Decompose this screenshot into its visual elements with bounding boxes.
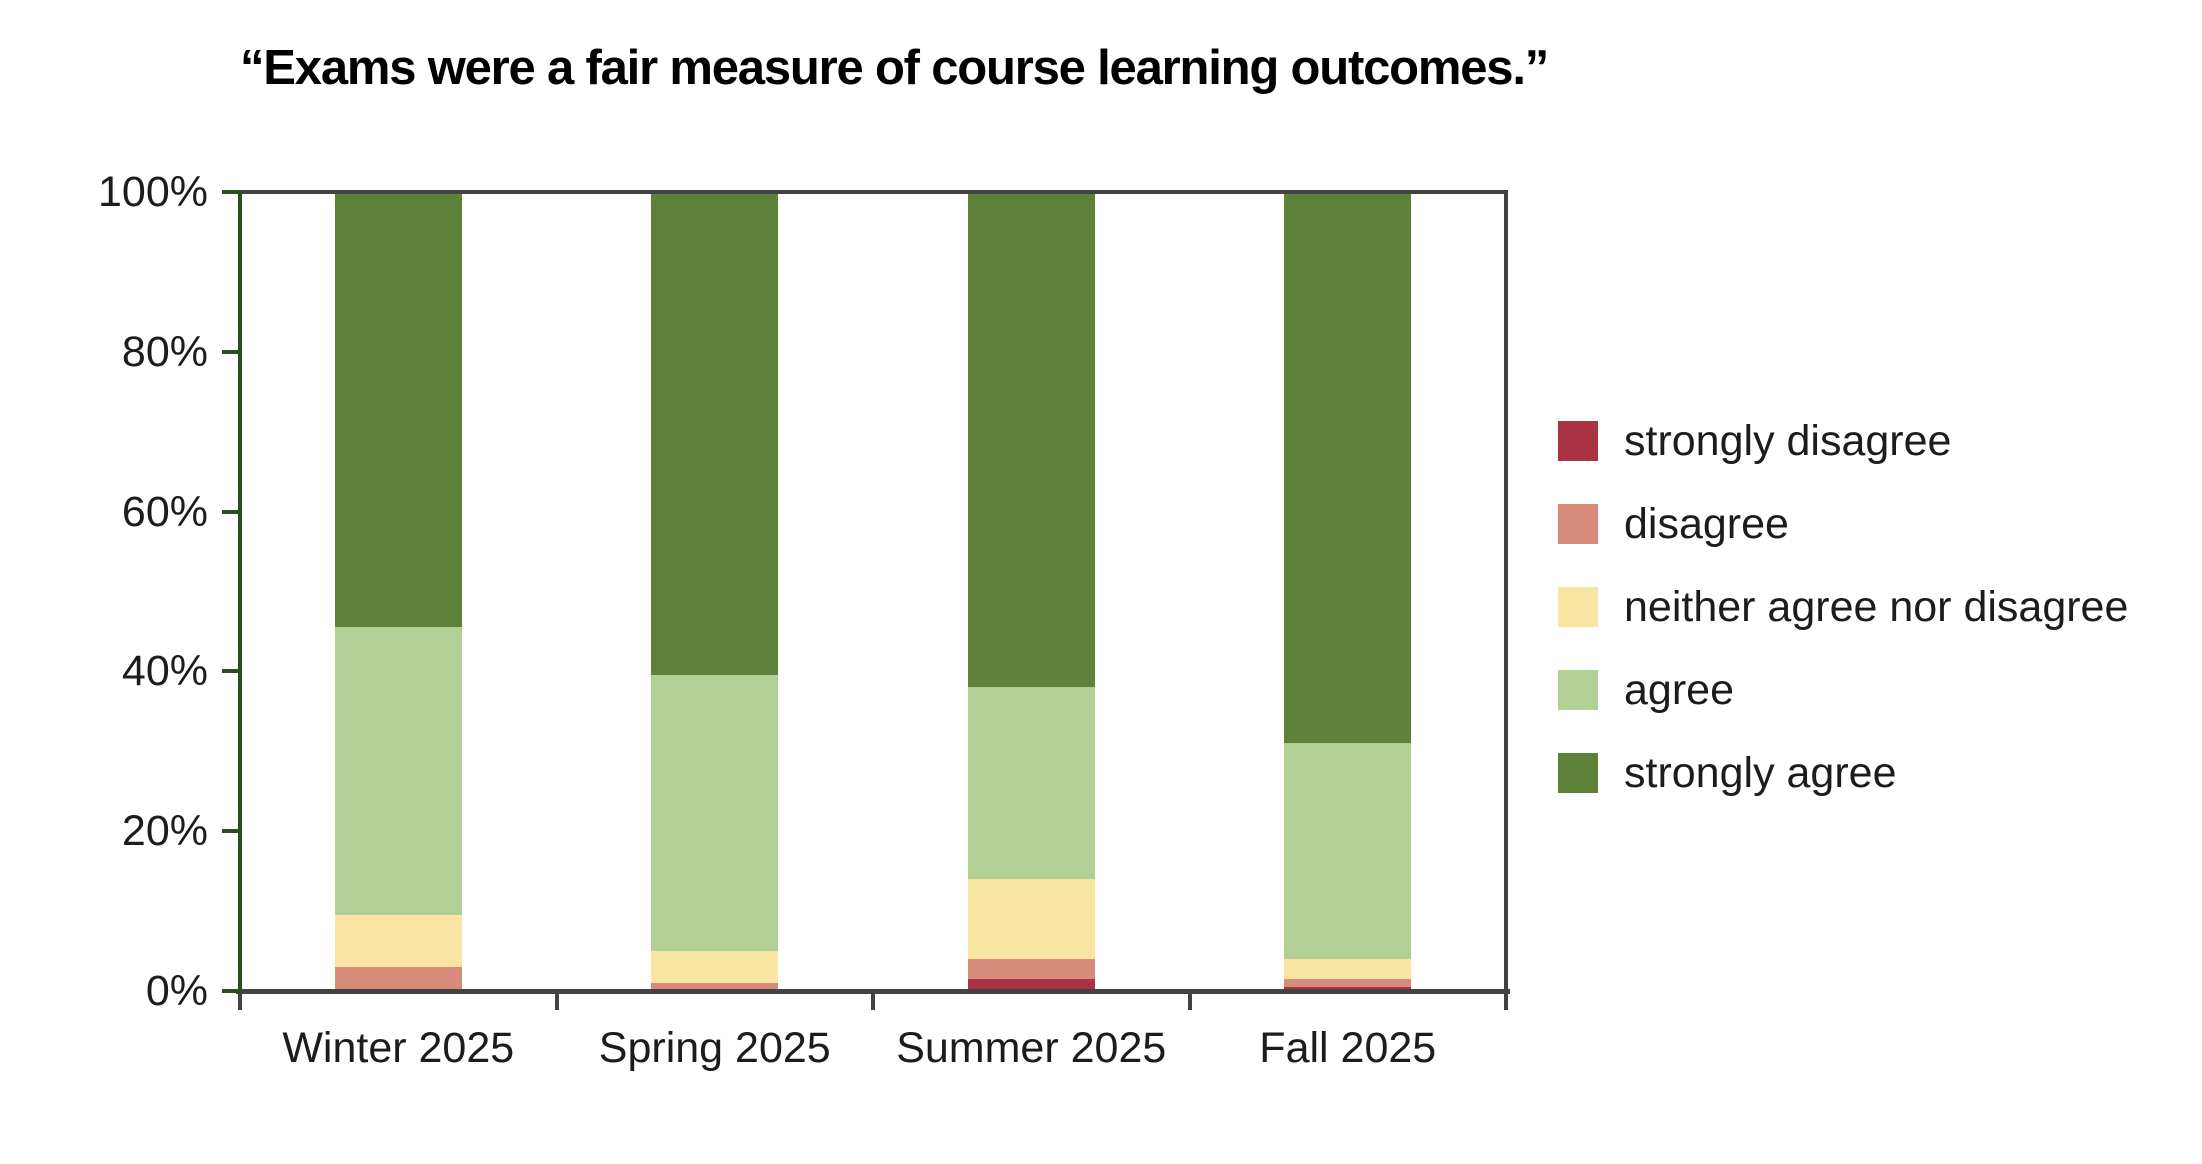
segment-disagree [1284, 979, 1412, 988]
legend-swatch-agree [1558, 670, 1598, 710]
x-tick-label-fall-2025: Fall 2025 [1259, 1024, 1437, 1072]
y-tick-label-100-: 100% [98, 168, 208, 216]
segment-disagree [651, 983, 779, 991]
bar-fall-2025 [1284, 192, 1412, 991]
y-tick-mark [222, 669, 240, 674]
legend-item-neither-agree-nor-disagree: neither agree nor disagree [1558, 583, 2128, 631]
legend-label-disagree: disagree [1624, 499, 1789, 548]
legend-label-agree: agree [1624, 665, 1734, 714]
segment-disagree [334, 967, 462, 991]
x-tick-label-spring-2025: Spring 2025 [598, 1024, 831, 1072]
legend-label-strongly-disagree: strongly disagree [1624, 416, 1952, 465]
legend-item-agree: agree [1558, 666, 1734, 714]
legend-label-neither-agree-nor-disagree: neither agree nor disagree [1624, 582, 2129, 631]
x-tick-mark [1504, 994, 1508, 1010]
legend-label-strongly-agree: strongly agree [1624, 748, 1897, 797]
legend-swatch-disagree [1558, 504, 1598, 544]
plot-right-spine [1504, 190, 1508, 995]
segment-disagree [967, 959, 1095, 980]
x-tick-label-winter-2025: Winter 2025 [282, 1024, 515, 1072]
segment-neither-agree-nor-disagree [651, 951, 779, 984]
plot-top-spine [238, 190, 1508, 194]
y-tick-label-20-: 20% [121, 807, 208, 856]
x-axis-line [236, 989, 1510, 994]
legend-item-strongly-agree: strongly agree [1558, 749, 1897, 797]
segment-strongly-agree [1284, 192, 1412, 744]
legend-swatch-neither-agree-nor-disagree [1558, 587, 1598, 627]
segment-strongly-agree [334, 192, 462, 628]
segment-strongly-agree [651, 192, 779, 676]
segment-neither-agree-nor-disagree [334, 915, 462, 968]
y-tick-label-80-: 80% [121, 327, 208, 376]
legend-item-strongly-disagree: strongly disagree [1558, 417, 1951, 465]
y-tick-label-40-: 40% [121, 647, 208, 696]
segment-strongly-agree [967, 192, 1095, 688]
x-tick-mark [554, 994, 559, 1010]
segment-agree [651, 675, 779, 952]
y-tick-mark [222, 349, 240, 354]
y-tick-mark [222, 989, 240, 993]
segment-agree [1284, 743, 1412, 960]
legend-swatch-strongly-disagree [1558, 421, 1598, 461]
y-tick-mark [222, 829, 240, 834]
y-tick-label-60-: 60% [121, 487, 208, 536]
x-tick-mark [1187, 994, 1192, 1010]
x-tick-mark [238, 994, 242, 1010]
bar-spring-2025 [651, 192, 779, 991]
segment-agree [967, 687, 1095, 880]
segment-neither-agree-nor-disagree [967, 879, 1095, 960]
bar-winter-2025 [334, 192, 462, 991]
y-axis-line [238, 190, 242, 994]
legend-swatch-strongly-agree [1558, 753, 1598, 793]
y-tick-mark [222, 190, 240, 194]
legend-item-disagree: disagree [1558, 500, 1789, 548]
bar-summer-2025 [967, 192, 1095, 991]
y-tick-mark [222, 509, 240, 514]
y-tick-label-0-: 0% [145, 967, 208, 1015]
segment-strongly-disagree [967, 979, 1095, 991]
x-tick-mark [871, 994, 875, 1010]
chart-title: “Exams were a fair measure of course lea… [240, 41, 1549, 95]
x-tick-label-summer-2025: Summer 2025 [896, 1024, 1167, 1072]
segment-neither-agree-nor-disagree [1284, 959, 1412, 980]
segment-agree [334, 627, 462, 916]
